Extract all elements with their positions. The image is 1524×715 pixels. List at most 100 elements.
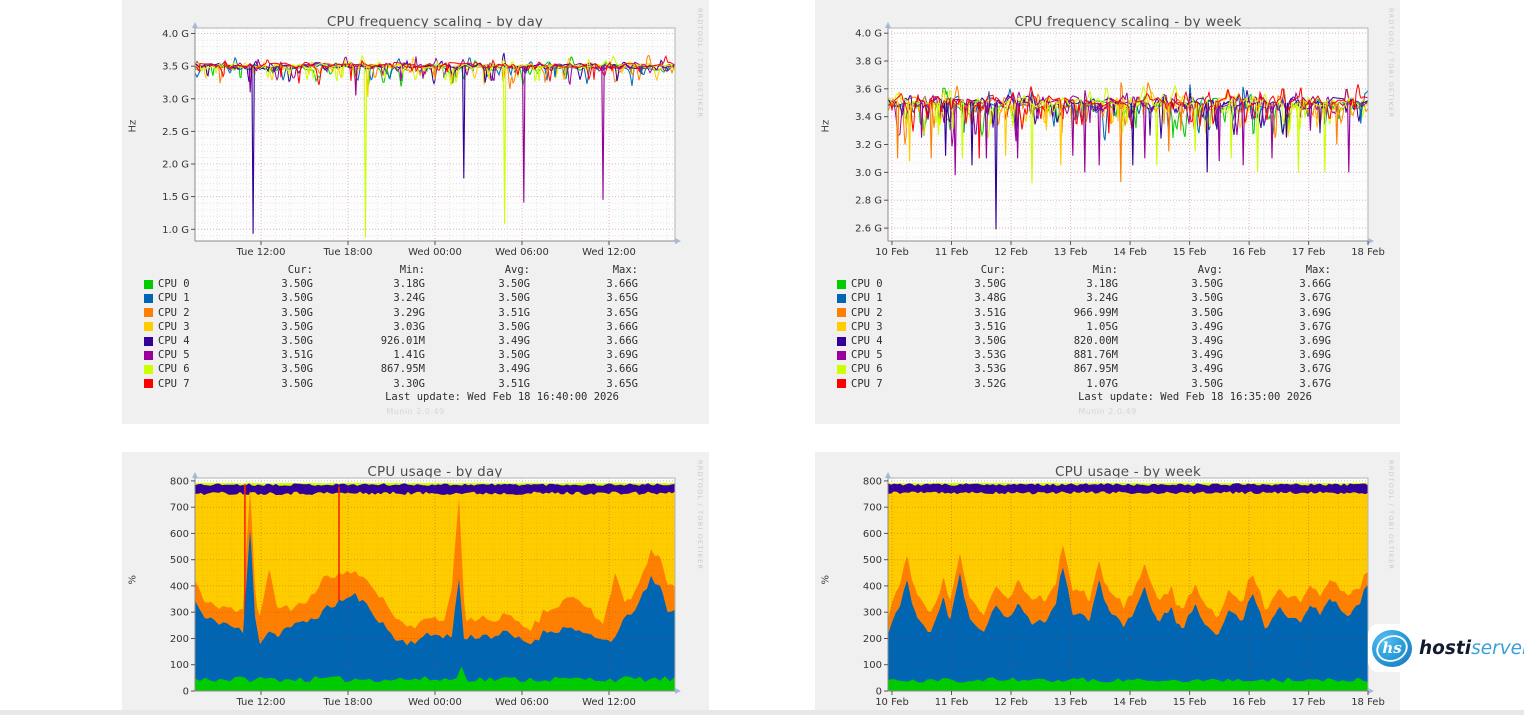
legend-value: 3.67G — [1299, 320, 1331, 333]
x-tick-label: Wed 00:00 — [408, 247, 462, 258]
chart-plot-cpu-usage-week[interactable]: 10 Feb 11 Feb 12 Feb 13 Feb 14 Feb 15 Feb 16 F… — [815, 452, 1400, 715]
legend-value: 3.50G — [974, 278, 1006, 291]
legend-series-name: CPU 7 — [851, 377, 883, 390]
legend-header-row: Cur: Min: Avg: Max: — [122, 263, 709, 277]
rrdtool-watermark: RRDTOOL / TOBI OETIKER — [1387, 460, 1395, 571]
legend-col-header: Avg: — [504, 264, 530, 277]
legend-value: 3.50G — [281, 377, 313, 390]
legend-row-cpu-2: CPU 2 3.50G 3.29G 3.51G 3.65G — [122, 306, 709, 320]
rrdtool-watermark: RRDTOOL / TOBI OETIKER — [696, 460, 704, 571]
legend-series-name: CPU 2 — [158, 306, 190, 319]
y-tick-label: 2.6 G — [855, 224, 882, 235]
spike — [462, 66, 466, 179]
legend-value: 867.95M — [1073, 363, 1118, 376]
chart-panel-cpu-frequency-day: CPU frequency scaling - by day Hz RRDTOO… — [122, 0, 709, 424]
legend-row-cpu-2: CPU 2 3.51G 966.99M 3.50G 3.69G — [815, 306, 1400, 320]
chart-plot-cpu-usage-day[interactable]: Tue 12:00 Tue 18:00 Wed 00:00 Wed 06:00 Wed … — [122, 452, 709, 715]
chart-plot-cpu-frequency-week[interactable]: 10 Feb 11 Feb 12 Feb 13 Feb 14 Feb 15 Feb 16 F… — [815, 0, 1400, 262]
legend-value: 3.53G — [974, 349, 1006, 362]
x-tick-label: Tue 18:00 — [322, 697, 372, 708]
y-tick-label: 0 — [876, 687, 882, 698]
y-tick-label: 200 — [863, 634, 882, 645]
spike — [970, 102, 974, 166]
legend-row-cpu-0: CPU 0 3.50G 3.18G 3.50G 3.66G — [815, 277, 1400, 291]
spike — [929, 102, 933, 159]
legend-series-name: CPU 3 — [158, 320, 190, 333]
logo-abbr: hs — [1382, 639, 1402, 657]
legend-row-cpu-6: CPU 6 3.53G 867.95M 3.49G 3.67G — [815, 362, 1400, 376]
spike — [1335, 102, 1339, 145]
legend-value: 3.69G — [606, 349, 638, 362]
spike — [366, 66, 370, 97]
legend-value: 3.50G — [281, 335, 313, 348]
x-tick-label: 14 Feb — [1113, 247, 1147, 258]
legend-value: 3.50G — [281, 363, 313, 376]
spike — [1030, 102, 1034, 184]
logo-wordmark: hostiserver — [1419, 638, 1524, 659]
legend-value: 3.50G — [498, 320, 530, 333]
spike — [977, 102, 981, 159]
legend-value: 3.67G — [1299, 292, 1331, 305]
y-tick-label: 800 — [863, 476, 882, 487]
legend-value: 3.51G — [974, 306, 1006, 319]
legend-value: 1.07G — [1086, 377, 1118, 390]
legend-value: 926.01M — [380, 335, 425, 348]
spike — [960, 102, 965, 159]
chart-panel-cpu-frequency-week: CPU frequency scaling - by week Hz RRDTO… — [815, 0, 1400, 424]
spike — [1143, 102, 1147, 159]
spike — [1308, 102, 1313, 131]
rrdtool-watermark: RRDTOOL / TOBI OETIKER — [696, 8, 704, 119]
legend-row-cpu-1: CPU 1 3.50G 3.24G 3.50G 3.65G — [122, 291, 709, 305]
y-tick-label: 1.0 G — [162, 225, 189, 236]
x-tick-label: 12 Feb — [994, 697, 1028, 708]
legend-value: 3.69G — [1299, 306, 1331, 319]
legend-series-name: CPU 0 — [158, 278, 190, 291]
legend-row-cpu-0: CPU 0 3.50G 3.18G 3.50G 3.66G — [122, 277, 709, 291]
x-tick-label: 15 Feb — [1173, 247, 1207, 258]
legend-value: 966.99M — [1073, 306, 1118, 319]
x-tick-label: 10 Feb — [875, 697, 909, 708]
legend-value: 1.41G — [393, 349, 425, 362]
x-tick-label: 11 Feb — [935, 247, 969, 258]
legend-series-name: CPU 3 — [851, 320, 883, 333]
spike — [1193, 102, 1197, 152]
spike — [994, 102, 998, 230]
spike — [1270, 102, 1274, 159]
legend-row-cpu-6: CPU 6 3.50G 867.95M 3.49G 3.66G — [122, 362, 709, 376]
legend-series-name: CPU 6 — [851, 363, 883, 376]
legend-value: 3.66G — [606, 320, 638, 333]
legend-series-name: CPU 2 — [851, 306, 883, 319]
legend-col-header: Max: — [612, 264, 638, 277]
x-tick-label: 16 Feb — [1232, 697, 1266, 708]
legend-value: 3.69G — [1299, 349, 1331, 362]
last-update-text: Last update: Wed Feb 18 16:40:00 2026 — [385, 391, 619, 403]
series-line-cpu-7 — [194, 55, 676, 86]
x-tick-label: 18 Feb — [1351, 697, 1385, 708]
legend-row-cpu-7: CPU 7 3.52G 1.07G 3.50G 3.67G — [815, 377, 1400, 391]
legend-row-cpu-4: CPU 4 3.50G 820.00M 3.49G 3.69G — [815, 334, 1400, 348]
chart-plot-cpu-frequency-day[interactable]: Tue 12:00 Tue 18:00 Wed 00:00 Wed 06:00 Wed … — [122, 0, 709, 262]
legend-value: 3.24G — [393, 292, 425, 305]
y-tick-label: 100 — [863, 660, 882, 671]
legend-value: 3.50G — [498, 349, 530, 362]
hostiserver-logo[interactable]: hs hostiserver — [1368, 624, 1524, 672]
spike — [1059, 102, 1063, 166]
spike — [953, 102, 957, 176]
y-tick-label: 800 — [170, 476, 189, 487]
spike — [1296, 102, 1301, 173]
legend-series-name: CPU 0 — [851, 278, 883, 291]
legend-color-swatch — [144, 322, 153, 332]
spike — [1347, 102, 1351, 173]
series-line-cpu-7 — [887, 84, 1369, 132]
legend-value: 3.48G — [974, 292, 1006, 305]
x-tick-label: Tue 18:00 — [322, 247, 372, 258]
spike — [363, 66, 368, 238]
legend-value: 3.29G — [393, 306, 425, 319]
legend-value: 3.30G — [393, 377, 425, 390]
legend-col-header: Min: — [1092, 264, 1118, 277]
x-tick-label: Wed 06:00 — [495, 247, 549, 258]
x-tick-label: Wed 12:00 — [582, 247, 636, 258]
legend-row-cpu-4: CPU 4 3.50G 926.01M 3.49G 3.66G — [122, 334, 709, 348]
x-tick-label: 14 Feb — [1113, 697, 1147, 708]
x-tick-label: 17 Feb — [1292, 247, 1326, 258]
